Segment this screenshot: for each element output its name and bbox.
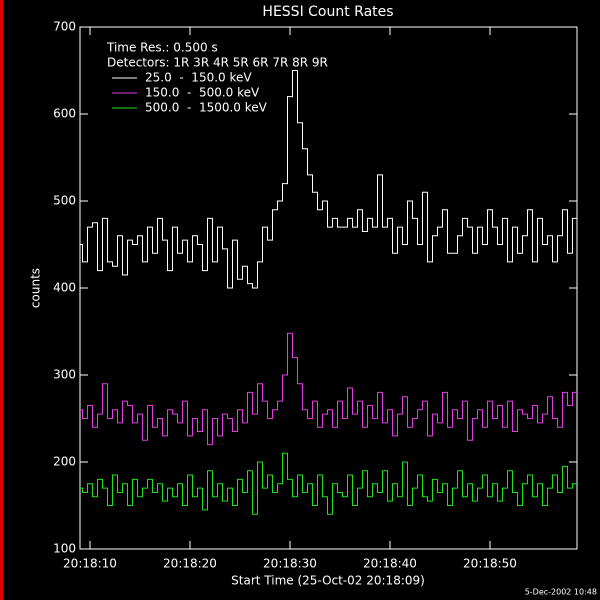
footer: 5-Dec-2002 10:48 xyxy=(525,588,597,597)
y-tick-label: 300 xyxy=(53,368,76,382)
x-tick-label: 20:18:20 xyxy=(163,557,217,571)
x-tick-label: 20:18:30 xyxy=(263,557,317,571)
y-axis-label: counts xyxy=(29,268,43,308)
annotation: Time Res.: 0.500 s xyxy=(106,41,218,55)
chart-title: HESSI Count Rates xyxy=(262,4,393,20)
series-line xyxy=(80,332,577,446)
series-line xyxy=(80,452,577,515)
legend-label: 25.0 - 150.0 keV xyxy=(145,71,252,85)
x-tick-label: 20:18:40 xyxy=(363,557,417,571)
legend-label: 500.0 - 1500.0 keV xyxy=(145,101,268,115)
series-line xyxy=(80,70,577,289)
y-tick-label: 100 xyxy=(53,542,76,556)
annotation: Detectors: 1R 3R 4R 5R 6R 7R 8R 9R xyxy=(107,56,328,70)
x-tick-label: 20:18:50 xyxy=(463,557,517,571)
y-tick-label: 500 xyxy=(53,194,76,208)
edge-bar xyxy=(0,0,3,600)
y-tick-label: 700 xyxy=(53,20,76,34)
x-tick-label: 20:18:10 xyxy=(63,557,117,571)
y-tick-label: 600 xyxy=(53,107,76,121)
x-axis-label: Start Time (25-Oct-02 20:18:09) xyxy=(231,574,425,588)
legend-label: 150.0 - 500.0 keV xyxy=(145,86,260,100)
y-tick-label: 200 xyxy=(53,455,76,469)
y-tick-label: 400 xyxy=(53,281,76,295)
